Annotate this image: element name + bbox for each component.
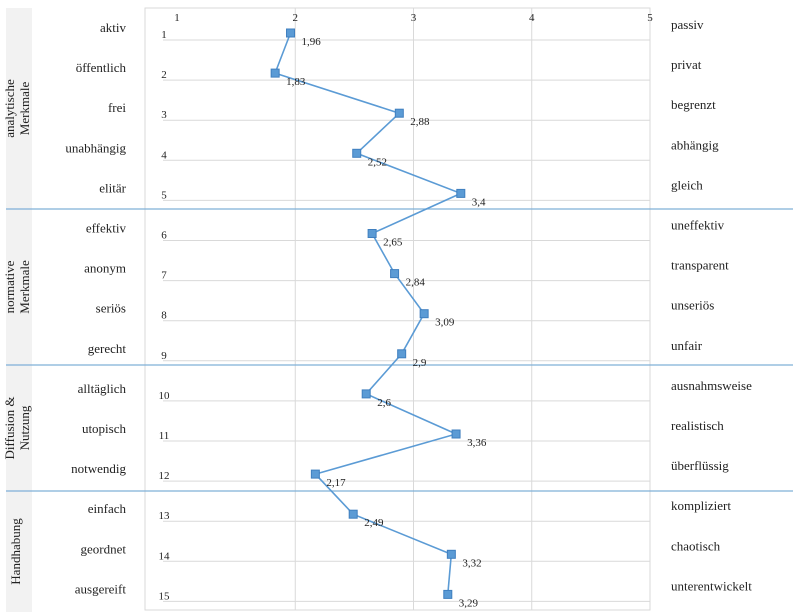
left-adjective: unabhängig <box>65 140 126 155</box>
left-adjective: notwendig <box>71 461 126 476</box>
group-label-line: Merkmale <box>17 260 32 314</box>
data-point <box>310 469 320 479</box>
group-label: Diffusion &Nutzung <box>2 397 32 460</box>
y-tick-label: 7 <box>161 270 167 282</box>
data-point <box>390 269 400 279</box>
data-label: 2,84 <box>406 277 426 289</box>
group-label: Handhabung <box>8 518 23 585</box>
series-line <box>274 32 463 595</box>
data-point <box>456 188 466 198</box>
data-point <box>397 349 407 359</box>
y-tick-label: 12 <box>159 470 170 482</box>
right-adjective: unfair <box>671 338 703 353</box>
left-adjective: utopisch <box>82 421 127 436</box>
left-adjective: seriös <box>96 301 126 316</box>
group-label-line: Handhabung <box>8 518 23 585</box>
left-adjective: aktiv <box>100 20 126 35</box>
data-point <box>443 589 453 599</box>
group-band <box>6 8 32 209</box>
left-adjective: anonym <box>84 261 126 276</box>
group-label-line: Diffusion & <box>2 397 17 460</box>
left-adjective: elitär <box>99 180 126 195</box>
right-adjective: realistisch <box>671 418 724 433</box>
y-tick-label: 1 <box>161 29 167 41</box>
right-adjective: kompliziert <box>671 498 731 513</box>
data-point <box>451 429 461 439</box>
y-tick-label: 4 <box>161 149 167 161</box>
data-label: 1,83 <box>286 76 306 88</box>
left-adjective: gerecht <box>88 341 127 356</box>
data-point <box>367 229 377 238</box>
right-adjective: chaotisch <box>671 538 721 553</box>
left-adjective: geordnet <box>81 541 127 556</box>
right-adjective: unseriös <box>671 298 714 313</box>
y-tick-label: 14 <box>159 550 171 562</box>
left-adjective: öffentlich <box>76 60 127 75</box>
x-tick-label: 1 <box>174 12 180 24</box>
right-adjective: uneffektiv <box>671 218 725 233</box>
data-label: 2,17 <box>326 477 346 489</box>
y-tick-label: 9 <box>161 350 167 362</box>
x-tick-label: 2 <box>293 12 299 24</box>
group-label: normativeMerkmale <box>2 260 32 314</box>
data-label: 1,96 <box>302 36 322 48</box>
data-point <box>348 509 358 519</box>
right-adjective: abhängig <box>671 137 719 152</box>
y-tick-label: 11 <box>159 430 170 442</box>
left-adjective: einfach <box>88 501 127 516</box>
data-label: 3,36 <box>467 437 487 449</box>
group-band <box>6 491 32 612</box>
group-label-line: Nutzung <box>17 405 32 450</box>
group-label-line: normative <box>2 260 17 313</box>
right-adjective: passiv <box>671 17 704 32</box>
right-adjective: privat <box>671 57 702 72</box>
left-adjective: frei <box>108 100 126 115</box>
right-adjective: überflüssig <box>671 458 729 473</box>
data-label: 2,49 <box>364 517 384 529</box>
y-tick-label: 2 <box>161 69 167 81</box>
data-label: 3,32 <box>462 557 481 569</box>
right-adjective: unterentwickelt <box>671 578 752 593</box>
y-tick-label: 10 <box>159 390 171 402</box>
data-label: 3,4 <box>472 196 486 208</box>
y-tick-label: 15 <box>159 590 171 602</box>
y-tick-label: 3 <box>161 109 167 121</box>
x-tick-label: 3 <box>411 12 417 24</box>
group-label-line: analytische <box>2 79 17 138</box>
data-point <box>352 148 362 158</box>
left-adjective: ausgereift <box>75 581 127 596</box>
y-tick-label: 5 <box>161 189 167 201</box>
data-point <box>286 28 296 38</box>
data-label: 2,52 <box>368 156 387 168</box>
right-adjective: begrenzt <box>671 97 716 112</box>
left-adjective: effektiv <box>86 221 127 236</box>
data-point <box>270 68 280 78</box>
data-point <box>446 549 456 559</box>
y-tick-label: 6 <box>161 230 167 242</box>
group-label-line: Merkmale <box>17 82 32 136</box>
group-band <box>6 209 32 365</box>
right-adjective: ausnahmsweise <box>671 378 752 393</box>
data-label: 2,65 <box>383 237 403 249</box>
plot-frame <box>144 7 651 611</box>
data-label: 2,88 <box>410 116 430 128</box>
data-point <box>394 108 404 118</box>
x-tick-label: 5 <box>647 12 653 24</box>
data-label: 2,9 <box>413 357 427 369</box>
right-adjective: transparent <box>671 258 729 273</box>
x-tick-label: 4 <box>529 12 535 24</box>
data-label: 3,09 <box>435 317 455 329</box>
data-label: 3,29 <box>459 597 479 609</box>
left-adjective: alltäglich <box>78 381 127 396</box>
group-label: analytischeMerkmale <box>2 79 32 138</box>
data-label: 2,6 <box>377 397 391 409</box>
group-band <box>6 365 32 491</box>
y-tick-label: 13 <box>159 510 171 522</box>
y-tick-label: 8 <box>161 310 167 322</box>
data-point <box>361 389 371 399</box>
right-adjective: gleich <box>671 177 703 192</box>
data-point <box>419 309 429 319</box>
